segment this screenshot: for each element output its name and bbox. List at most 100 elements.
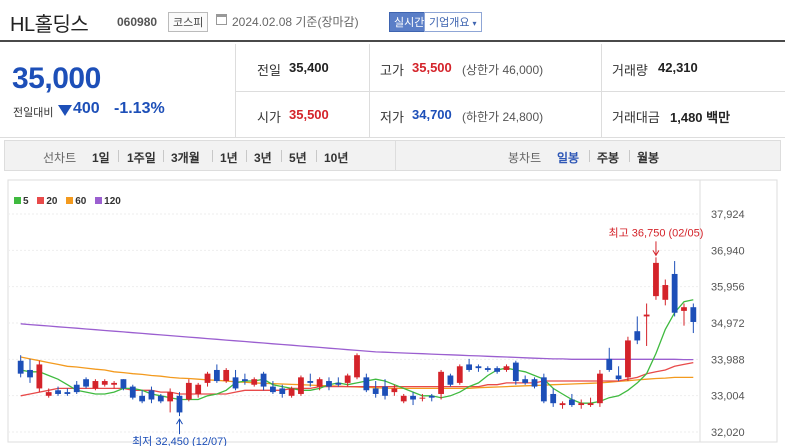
range-1y[interactable]: 1년 (220, 151, 238, 165)
candle-body (213, 369, 220, 382)
legend-label: 5 (23, 196, 29, 207)
candle-body (251, 379, 258, 385)
candle-body (419, 397, 426, 399)
candle-body (326, 381, 332, 387)
legend-ma60: 60 (66, 196, 86, 207)
divider (246, 150, 247, 162)
low-arrow-head (176, 418, 183, 425)
stat-prev-label: 전일 (257, 63, 281, 78)
legend-label: 60 (75, 196, 87, 207)
candle-body (204, 373, 211, 383)
candle-body (139, 395, 146, 402)
stat-high-label: 고가 (380, 63, 404, 78)
candle-body (241, 379, 248, 382)
candle-body (568, 399, 575, 406)
candle-body (438, 371, 444, 394)
stat-open: 시가 35,500 (257, 91, 367, 138)
range-5y[interactable]: 5년 (289, 151, 307, 165)
candle-body (83, 379, 89, 387)
candle-body (372, 388, 379, 394)
candle-body (195, 384, 202, 394)
stat-amount-value: 1,480 백만 (670, 110, 731, 125)
low-annotation: 최저 32,450 (12/07) (132, 435, 227, 446)
candle-body (475, 366, 482, 369)
candle-body (167, 392, 174, 402)
candle-body (298, 377, 304, 394)
range-1d[interactable]: 1일 (92, 151, 110, 165)
candle-body (344, 375, 351, 383)
y-tick-label: 32,020 (711, 427, 745, 439)
candle-body (428, 395, 435, 398)
high-arrow-head (652, 250, 660, 257)
stat-low-label: 저가 (380, 110, 404, 125)
divider (118, 150, 119, 162)
legend-ma20: 20 (37, 196, 57, 207)
stat-prev: 전일 35,400 (257, 44, 367, 91)
candle-body (587, 403, 594, 406)
y-tick-label: 34,972 (711, 318, 745, 330)
candle-body (92, 381, 99, 389)
candle-body (185, 382, 192, 400)
change-percent: -1.13% (114, 100, 165, 117)
candle-body (279, 388, 286, 394)
change-label: 전일대비 (13, 107, 54, 119)
candle-body (120, 379, 127, 389)
y-tick-label: 33,988 (711, 354, 745, 366)
candle-body (101, 381, 108, 385)
candle-body (316, 379, 323, 387)
range-1w[interactable]: 1주일 (127, 151, 156, 165)
legend-swatch (66, 197, 74, 204)
period-daily[interactable]: 일봉 (557, 151, 580, 165)
candle-body (550, 393, 557, 404)
candle-body (111, 382, 117, 385)
candle-body (522, 379, 529, 383)
divider (316, 150, 317, 162)
divider (281, 150, 282, 162)
divider (236, 91, 785, 92)
candle-body (671, 273, 678, 313)
y-tick-label: 33,004 (711, 391, 745, 403)
candle-body (410, 395, 416, 400)
chart-range-bar: 선차트 1일 1주일 3개월 1년 3년 5년 10년 봉차트 일봉 주봉 월봉 (4, 140, 781, 171)
candle-body (64, 392, 71, 394)
candle-body (176, 395, 183, 413)
y-tick-label: 37,924 (711, 209, 745, 221)
candle-body (400, 395, 407, 402)
stat-volume-value: 42,310 (658, 60, 698, 75)
candle-body (559, 403, 566, 406)
date-note: 2024.02.08 기준(장마감) (232, 15, 359, 29)
candle-chart-label: 봉차트 (508, 151, 542, 165)
candle-body (615, 375, 622, 380)
company-overview-button[interactable]: 기업개요 ▾ (424, 12, 482, 32)
divider (589, 150, 590, 162)
range-3y[interactable]: 3년 (254, 151, 272, 165)
candle-body (45, 392, 52, 396)
legend-swatch (14, 197, 21, 204)
change-value: 400 (73, 100, 100, 117)
candle-body (363, 377, 370, 391)
candle-body (625, 340, 631, 378)
candle-body (223, 369, 230, 382)
stat-open-label: 시가 (257, 110, 281, 125)
candle-body (681, 307, 687, 311)
legend-ma120: 120 (95, 196, 121, 207)
candle-body (36, 364, 43, 389)
stat-prev-value: 35,400 (289, 60, 329, 75)
stat-volume-label: 거래량 (612, 63, 648, 78)
period-monthly[interactable]: 월봉 (637, 151, 660, 165)
company-overview-label: 기업개요 (429, 17, 470, 29)
range-3m[interactable]: 3개월 (171, 151, 200, 165)
candle-body (447, 375, 454, 385)
candle-body (129, 386, 136, 398)
stat-volume: 거래량 42,310 (601, 44, 785, 91)
candle-body (512, 362, 519, 382)
stock-header: HL홀딩스 060980 코스피 2024.02.08 기준(장마감) 실시간 … (0, 0, 785, 42)
stock-code: 060980 (117, 15, 158, 29)
chevron-down-icon: ▾ (472, 19, 477, 28)
lower-limit: (하한가 24,800) (462, 110, 544, 124)
period-weekly[interactable]: 주봉 (597, 151, 620, 165)
candle-body (643, 314, 650, 317)
range-10y[interactable]: 10년 (324, 151, 349, 165)
divider (212, 150, 213, 162)
